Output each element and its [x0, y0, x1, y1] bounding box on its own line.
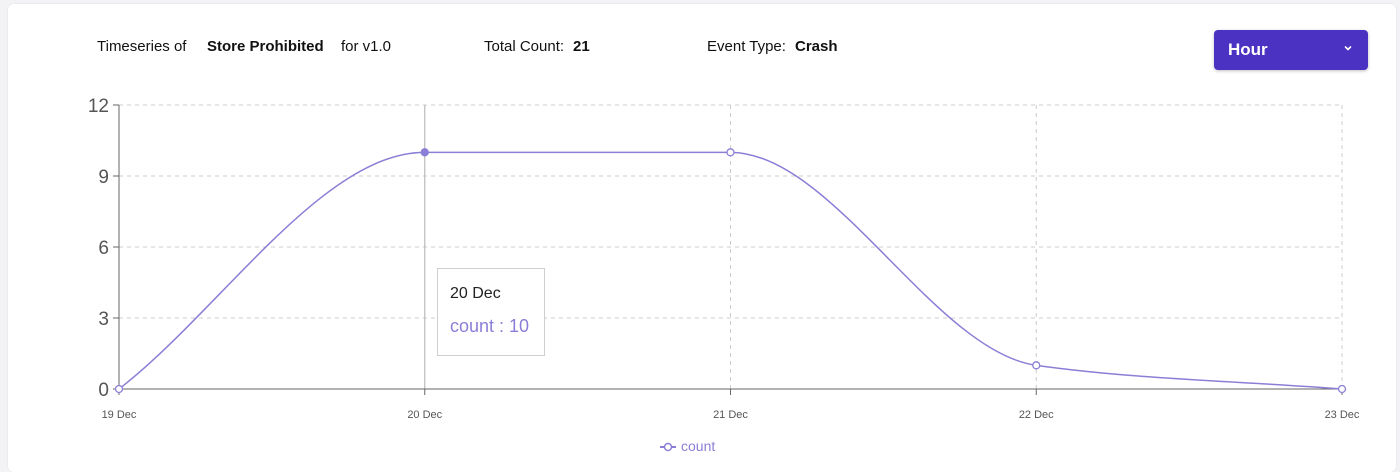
event-type-label: Event Type: [707, 38, 786, 55]
x-tick-label: 21 Dec [713, 409, 748, 421]
granularity-dropdown[interactable]: Hour [1214, 30, 1368, 70]
chart-tooltip: 20 Dec count : 10 [437, 268, 545, 356]
chart-grid [119, 104, 1343, 389]
data-point [726, 148, 735, 157]
version-text: for v1.0 [341, 38, 392, 55]
total-count-label: Total Count: [484, 38, 565, 55]
legend-line-marker-icon [660, 442, 676, 452]
x-tick-label: 20 Dec [407, 409, 442, 421]
y-tick-label: 0 [98, 380, 109, 401]
y-tick-label: 12 [88, 96, 109, 117]
y-tick-label: 6 [98, 238, 109, 259]
chart-header: Timeseries of Store Prohibited for v1.0 … [0, 38, 1400, 56]
x-tick-label: 19 Dec [102, 409, 137, 421]
chart-axes: 0 3 6 9 12 19 Dec 20 Dec 21 Dec 22 Dec 23 Dec [88, 96, 1360, 421]
granularity-selected-value: Hour [1228, 40, 1268, 59]
tooltip-title: 20 Dec [450, 285, 501, 302]
chart-card [8, 4, 1396, 472]
event-type-value: Crash [795, 38, 838, 55]
legend-item-count: count [681, 438, 716, 454]
data-point-active [420, 148, 429, 157]
chart-series [114, 148, 1347, 394]
timeseries-prefix: Timeseries of [97, 38, 187, 55]
event-name: Store Prohibited [207, 38, 324, 55]
tooltip-value: count : 10 [450, 316, 530, 336]
chevron-down-icon [1344, 46, 1352, 51]
total-count-value: 21 [573, 38, 590, 55]
y-tick-label: 9 [98, 167, 109, 188]
x-tick-label: 22 Dec [1019, 409, 1054, 421]
x-tick-label: 23 Dec [1325, 409, 1360, 421]
data-point [1032, 361, 1041, 370]
data-point [1337, 384, 1347, 394]
data-point [114, 384, 124, 394]
y-tick-label: 3 [98, 309, 109, 330]
